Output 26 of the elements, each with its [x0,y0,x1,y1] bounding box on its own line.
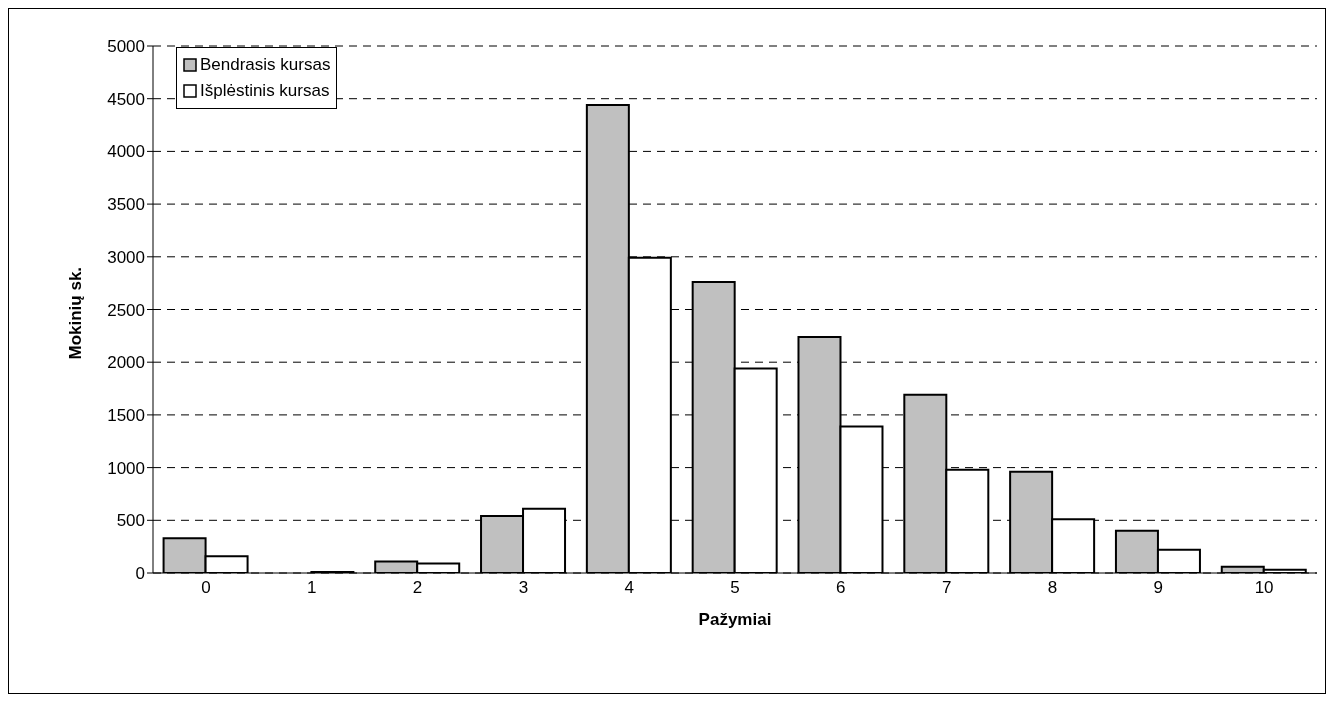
legend-label: Išplėstinis kursas [200,80,330,102]
y-tick-label: 4000 [107,142,145,162]
x-tick-label: 10 [1254,578,1274,598]
y-tick-label: 2500 [107,300,145,320]
x-tick-label: 6 [836,578,846,598]
x-tick-label: 2 [412,578,423,598]
x-tick-label: 7 [941,578,952,598]
x-tick-label: 0 [201,578,211,598]
legend-label: Bendrasis kursas [200,54,331,76]
x-axis-title: Pažymiai [698,610,772,629]
x-tick-label: 9 [1153,578,1164,598]
y-tick-label: 1000 [107,458,145,478]
y-tick-label: 500 [116,511,145,531]
x-tick-label: 8 [1047,578,1058,598]
y-tick-label: 4500 [107,89,145,109]
y-tick-label: 1500 [107,405,145,425]
x-tick-label: 4 [624,578,634,598]
x-tick-label: 5 [730,578,740,598]
y-tick-label: 3500 [107,195,145,215]
y-axis-title: Mokinių sk. [66,266,86,360]
y-tick-label: 3000 [107,247,145,267]
y-tick-label: 5000 [107,37,145,57]
x-tick-label: 3 [518,578,529,598]
x-tick-label: 1 [306,578,317,598]
y-tick-label: 2000 [107,353,145,373]
y-tick-label: 0 [135,564,145,584]
